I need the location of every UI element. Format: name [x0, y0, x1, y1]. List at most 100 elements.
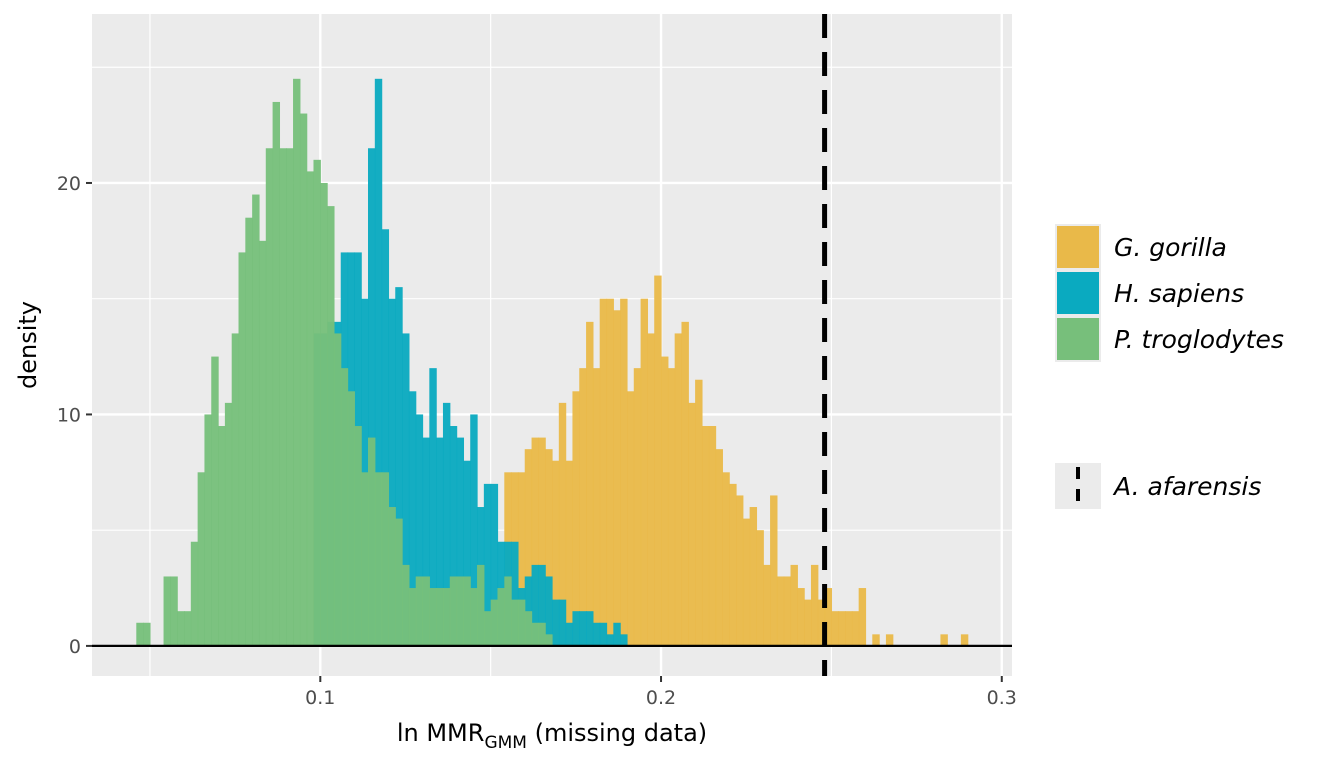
- bar-p-troglodytes: [490, 599, 499, 646]
- bar-h-sapiens: [456, 437, 465, 646]
- bar-h-sapiens: [463, 460, 471, 646]
- y-axis: 0 10 20: [57, 173, 92, 658]
- legend-swatch-p-troglodytes: [1057, 318, 1099, 360]
- bar-p-troglodytes: [245, 217, 253, 646]
- bar-g-gorilla: [599, 298, 608, 646]
- series-p-troglodytes: [136, 78, 553, 646]
- bar-g-gorilla: [647, 333, 655, 646]
- bar-h-sapiens: [408, 391, 417, 646]
- bar-g-gorilla: [613, 310, 621, 646]
- bar-p-troglodytes: [218, 426, 226, 646]
- bar-h-sapiens: [613, 622, 621, 646]
- bar-p-troglodytes: [190, 541, 199, 646]
- bar-g-gorilla: [715, 449, 723, 646]
- legend-item-g-gorilla: G. gorilla: [1055, 224, 1227, 270]
- bar-g-gorilla: [810, 564, 819, 646]
- bar-p-troglodytes: [333, 333, 342, 646]
- bar-p-troglodytes: [429, 588, 437, 646]
- bar-p-troglodytes: [299, 113, 308, 646]
- bar-h-sapiens: [415, 414, 424, 646]
- bar-g-gorilla: [667, 368, 676, 646]
- bar-g-gorilla: [885, 634, 894, 646]
- bar-h-sapiens: [470, 414, 478, 646]
- bar-p-troglodytes: [204, 414, 212, 646]
- bar-g-gorilla: [592, 368, 601, 646]
- bar-p-troglodytes: [402, 564, 410, 646]
- bar-h-sapiens: [592, 622, 601, 646]
- bar-p-troglodytes: [143, 622, 151, 646]
- bar-p-troglodytes: [197, 472, 206, 646]
- bar-g-gorilla: [770, 495, 778, 646]
- bar-h-sapiens: [436, 437, 444, 646]
- bar-h-sapiens: [442, 402, 451, 646]
- bar-g-gorilla: [688, 402, 696, 646]
- bar-p-troglodytes: [347, 391, 355, 646]
- bar-g-gorilla: [763, 564, 771, 646]
- bar-p-troglodytes: [313, 159, 321, 646]
- bar-g-gorilla: [776, 576, 785, 646]
- legend-label-h-sapiens: H. sapiens: [1114, 279, 1244, 308]
- bar-p-troglodytes: [224, 402, 233, 646]
- bar-g-gorilla: [708, 426, 717, 646]
- bar-p-troglodytes: [388, 507, 396, 646]
- bar-p-troglodytes: [184, 611, 192, 646]
- bar-p-troglodytes: [136, 622, 144, 646]
- bar-p-troglodytes: [483, 611, 492, 646]
- bar-p-troglodytes: [374, 472, 383, 646]
- bar-g-gorilla: [872, 634, 880, 646]
- bar-g-gorilla: [845, 611, 853, 646]
- bar-g-gorilla: [586, 321, 594, 646]
- bar-g-gorilla: [654, 275, 662, 646]
- bar-g-gorilla: [565, 460, 574, 646]
- bar-g-gorilla: [517, 472, 526, 646]
- bar-p-troglodytes: [368, 437, 376, 646]
- bar-h-sapiens: [449, 426, 458, 646]
- bar-p-troglodytes: [470, 588, 478, 646]
- bar-h-sapiens: [490, 483, 499, 646]
- bar-g-gorilla: [633, 368, 642, 646]
- bar-p-troglodytes: [177, 611, 185, 646]
- bar-p-troglodytes: [272, 101, 281, 646]
- bar-g-gorilla: [736, 495, 744, 646]
- y-axis-title: density: [14, 301, 42, 389]
- bar-g-gorilla: [790, 564, 798, 646]
- x-axis-title-main: ln MMR: [397, 719, 485, 747]
- bar-h-sapiens: [402, 333, 410, 646]
- bar-h-sapiens: [388, 298, 396, 646]
- bar-g-gorilla: [960, 634, 969, 646]
- bar-p-troglodytes: [517, 599, 526, 646]
- bar-p-troglodytes: [163, 576, 171, 646]
- bar-p-troglodytes: [265, 148, 274, 646]
- bar-g-gorilla: [681, 321, 689, 646]
- bar-p-troglodytes: [415, 576, 424, 646]
- bar-p-troglodytes: [381, 472, 390, 646]
- bar-p-troglodytes: [449, 576, 458, 646]
- bar-p-troglodytes: [293, 78, 301, 646]
- bar-p-troglodytes: [442, 588, 451, 646]
- bar-h-sapiens: [558, 599, 567, 646]
- bar-p-troglodytes: [211, 356, 219, 646]
- bar-g-gorilla: [661, 356, 669, 646]
- bar-p-troglodytes: [538, 622, 546, 646]
- bar-h-sapiens: [511, 541, 519, 646]
- bar-h-sapiens: [422, 437, 430, 646]
- bar-g-gorilla: [729, 483, 737, 646]
- bar-p-troglodytes: [511, 599, 519, 646]
- bar-g-gorilla: [940, 634, 948, 646]
- x-axis: 0.1 0.2 0.3: [305, 676, 1017, 709]
- bar-g-gorilla: [524, 449, 533, 646]
- x-axis-title-subscript: GMM: [484, 733, 527, 753]
- bar-g-gorilla: [620, 298, 628, 646]
- bar-h-sapiens: [599, 622, 608, 646]
- bar-h-sapiens: [620, 634, 628, 646]
- bar-h-sapiens: [586, 611, 594, 646]
- bar-p-troglodytes: [354, 426, 362, 646]
- bar-g-gorilla: [831, 611, 839, 646]
- bar-p-troglodytes: [545, 634, 553, 646]
- bar-p-troglodytes: [238, 252, 246, 646]
- bar-h-sapiens: [545, 576, 553, 646]
- legend-swatch-h-sapiens: [1057, 272, 1099, 314]
- overlay-lines: [92, 14, 1012, 676]
- bar-p-troglodytes: [252, 194, 260, 646]
